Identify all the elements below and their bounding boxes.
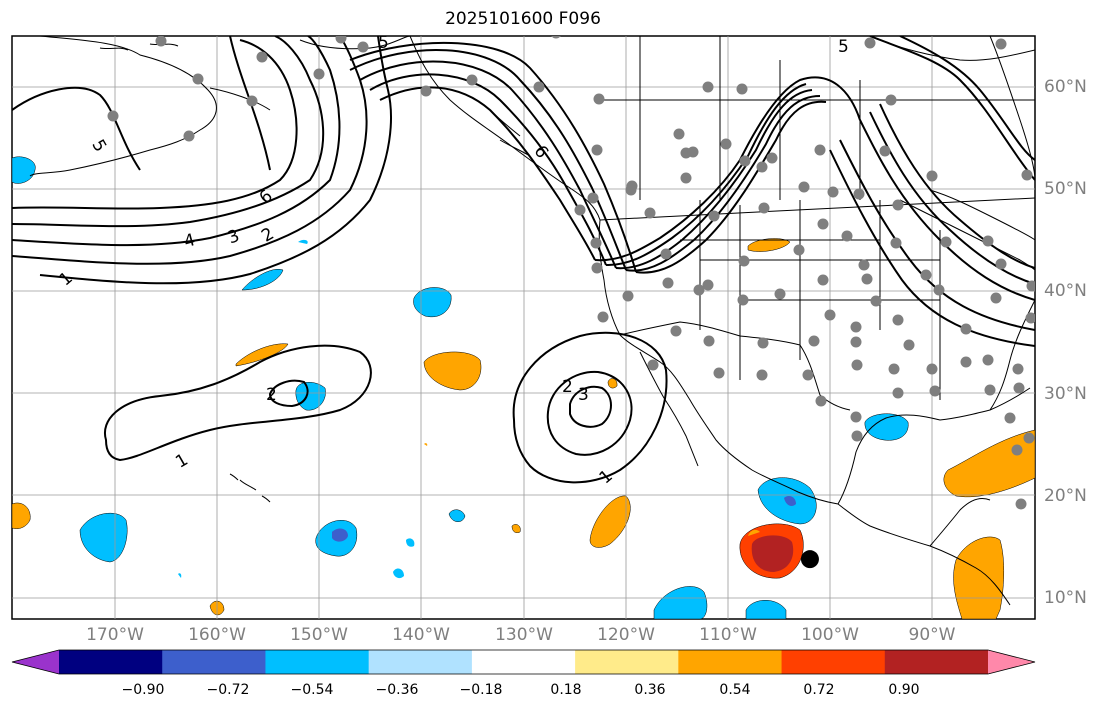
patch-blue — [295, 382, 326, 411]
patch-blue — [393, 568, 404, 579]
contour-label: 4 — [182, 230, 198, 252]
map-frame — [11, 35, 1036, 620]
contour-label: 3 — [578, 385, 589, 405]
patch-darkblue — [332, 528, 348, 542]
lat-label-10: 10°N — [1044, 588, 1087, 608]
station-dots — [107, 36, 1035, 510]
colorbar-tick: −0.54 — [290, 682, 334, 698]
colorbar-segment — [368, 650, 473, 674]
patch-orange — [607, 378, 618, 389]
patch-blue — [12, 156, 36, 184]
patch-darkblue — [784, 496, 796, 506]
colorbar-segment — [471, 650, 576, 674]
patch-blue — [745, 600, 787, 619]
location-marker — [800, 550, 819, 569]
lat-label-60: 60°N — [1044, 77, 1087, 97]
patch-darkred — [751, 535, 794, 572]
colorbar-tick: 0.90 — [888, 682, 920, 698]
colorbar-segment — [162, 650, 266, 674]
contour-label: 2 — [562, 377, 573, 397]
lon-label-150: 150°W — [290, 625, 348, 645]
lat-label-20: 20°N — [1044, 486, 1087, 506]
lon-label-120: 120°W — [597, 625, 655, 645]
patch-orange — [943, 429, 1035, 498]
lon-label-130: 130°W — [495, 625, 553, 645]
patch-blue — [406, 538, 415, 547]
patch-blue — [241, 268, 284, 291]
patch-blue — [653, 586, 708, 619]
colorbar-tick: 0.36 — [634, 682, 666, 698]
colorbar-segment — [781, 650, 886, 674]
colorbar-tick: 0.54 — [719, 682, 751, 698]
patch-orange — [423, 351, 482, 391]
patch-blue — [178, 573, 182, 578]
patch-blue — [298, 239, 308, 244]
colorbar-tick: −0.36 — [375, 682, 419, 698]
colorbar-segment — [59, 650, 163, 674]
patch-blue — [864, 413, 909, 441]
map-title: 2025101600 F096 — [445, 9, 601, 29]
contour-label: 5 — [838, 37, 849, 57]
patch-orange — [511, 524, 521, 533]
patch-orange — [235, 343, 289, 367]
patch-blue — [448, 509, 466, 522]
colorbar-tick: 0.18 — [550, 682, 582, 698]
colorbar-extend-min — [12, 650, 59, 674]
lon-label-90: 90°W — [908, 625, 956, 645]
colorbar-tick: 0.72 — [803, 682, 835, 698]
colorbar-segment — [265, 650, 370, 674]
colorbar-tick: −0.72 — [206, 682, 250, 698]
colorbar-extend-max — [988, 650, 1035, 674]
patch-orange — [424, 443, 428, 446]
lon-label-110: 110°W — [699, 625, 757, 645]
patch-orange — [12, 502, 31, 529]
lat-label-40: 40°N — [1044, 281, 1087, 301]
patch-orange — [953, 536, 1005, 619]
colorbar-outline — [11, 649, 1036, 675]
lon-label-160: 160°W — [188, 625, 246, 645]
colorbar — [11, 649, 1036, 675]
lat-label-50: 50°N — [1044, 179, 1087, 199]
patch-blue — [413, 287, 452, 318]
colorbar-segment — [575, 650, 679, 674]
contours — [12, 36, 1035, 484]
lon-label-140: 140°W — [392, 625, 450, 645]
contour-label: 5 — [378, 33, 389, 53]
patch-lightorange — [748, 529, 760, 536]
contour-label: 2 — [266, 385, 277, 405]
colorbar-tick: −0.90 — [121, 682, 165, 698]
lat-label-30: 30°N — [1044, 384, 1087, 404]
colorbar-segment — [884, 650, 989, 674]
colorbar-tick: −0.18 — [459, 682, 503, 698]
lon-label-100: 100°W — [801, 625, 859, 645]
lon-label-170: 170°W — [86, 625, 144, 645]
patch-orange — [589, 495, 631, 548]
colorbar-segment — [678, 650, 783, 674]
